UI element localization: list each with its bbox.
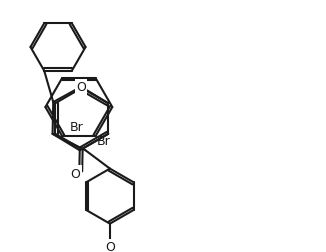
Text: Br: Br (70, 120, 83, 133)
Text: O: O (76, 81, 86, 94)
Text: Br: Br (97, 135, 111, 148)
Text: O: O (70, 167, 81, 180)
Text: O: O (105, 240, 115, 252)
